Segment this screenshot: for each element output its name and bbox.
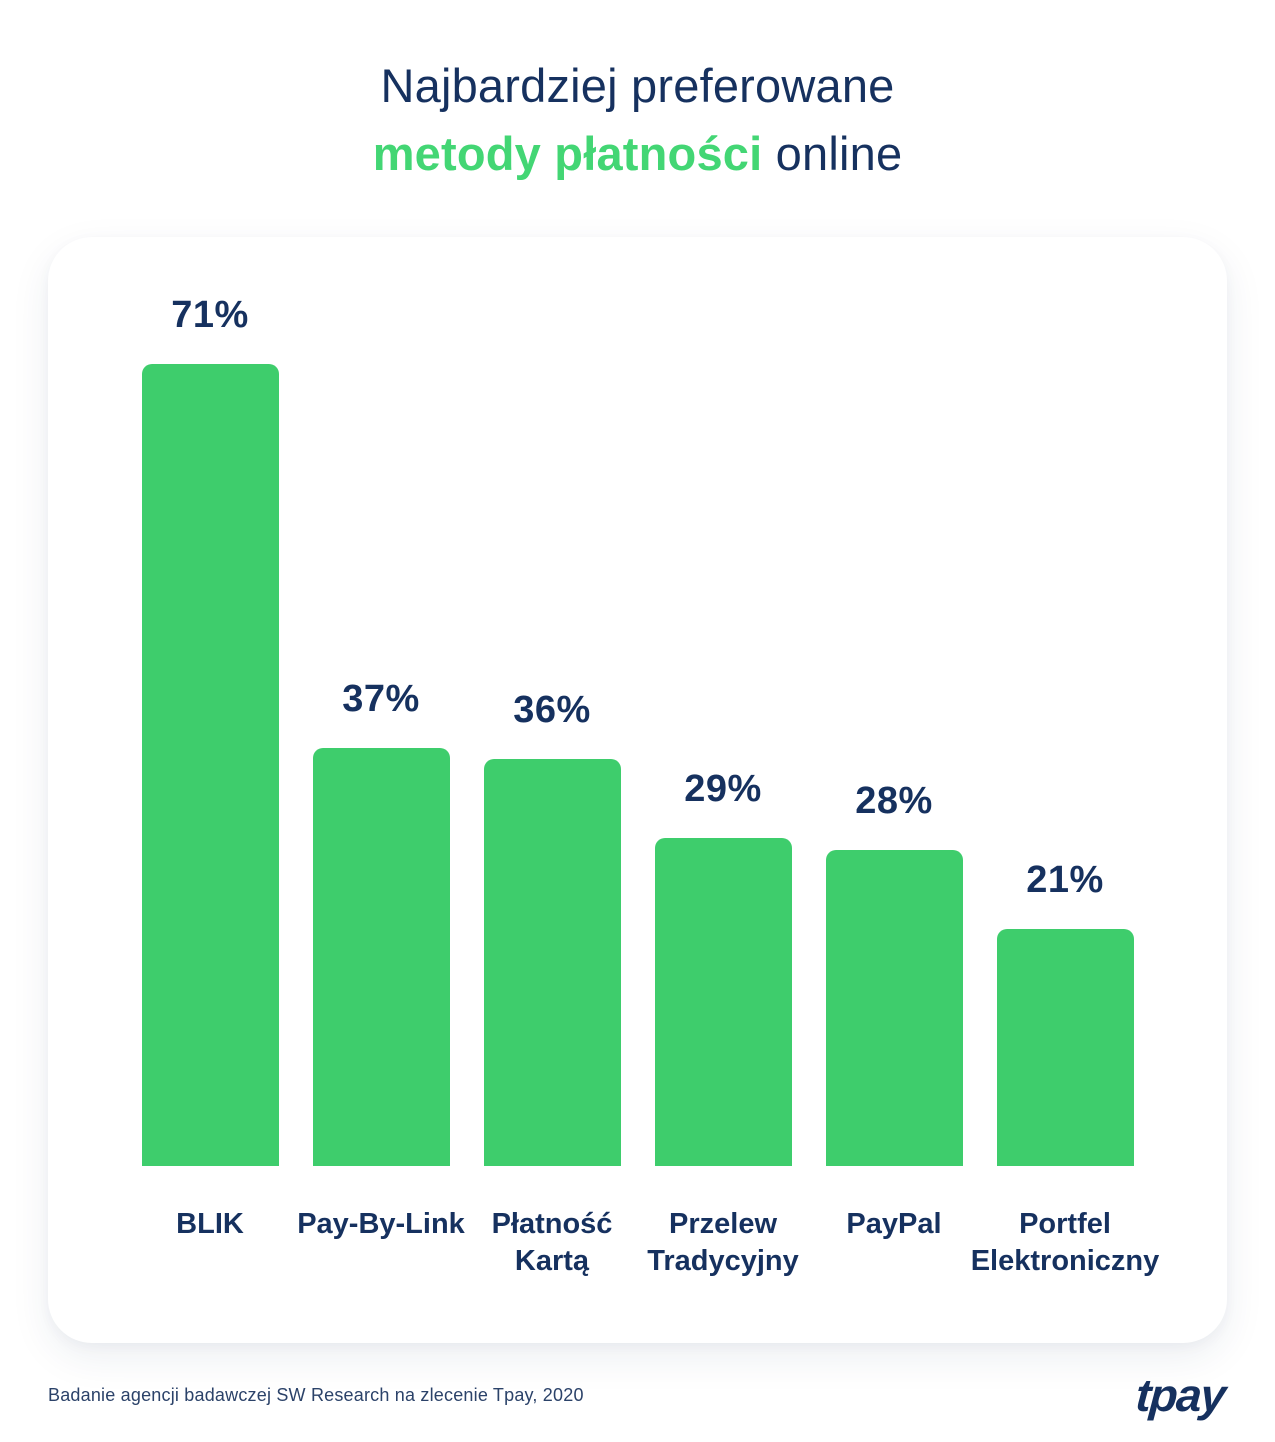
bar-value-label: 36% — [513, 689, 591, 731]
bar-value-label: 71% — [171, 294, 249, 336]
bar-category-label: Płatność Kartą — [491, 1208, 613, 1277]
title-highlight: metody płatności — [372, 127, 763, 180]
bar-category-label: BLIK — [176, 1208, 244, 1240]
bar — [825, 850, 963, 1166]
chart-card: 71% BLIK 37% Pay-By-Link 36% Płatność Ka… — [48, 237, 1227, 1343]
bar — [141, 364, 279, 1166]
bar-category-label: Pay-By-Link — [297, 1208, 465, 1240]
bar — [654, 838, 792, 1166]
source-note: Badanie agencji badawczej SW Research na… — [48, 1384, 584, 1405]
title-line1: Najbardziej preferowane — [380, 59, 895, 112]
bar-value-label: 37% — [342, 678, 420, 720]
bar — [996, 929, 1134, 1166]
bar-category-label: Portfel Elektroniczny — [970, 1208, 1160, 1277]
bar-value-label: 21% — [1026, 859, 1104, 901]
bar-column: 36% Płatność Kartą — [467, 237, 638, 1280]
tpay-logo: tpay — [1134, 1369, 1227, 1421]
bar-chart: 71% BLIK 37% Pay-By-Link 36% Płatność Ka… — [48, 237, 1227, 1280]
bar — [312, 748, 450, 1166]
bar-category-label: PayPal — [846, 1208, 942, 1240]
bar-area: 29% — [654, 237, 792, 1166]
bar-column: 28% PayPal — [809, 237, 980, 1243]
bar-area: 21% — [996, 237, 1134, 1166]
bar-category-label: Przelew Tradycyjny — [647, 1208, 799, 1277]
bar — [483, 759, 621, 1166]
bar-area: 71% — [141, 237, 279, 1166]
bar-value-label: 29% — [684, 768, 762, 810]
infographic-title: Najbardziej preferowane metody płatności… — [0, 52, 1275, 188]
footer: Badanie agencji badawczej SW Research na… — [48, 1368, 1227, 1422]
bar-column: 37% Pay-By-Link — [296, 237, 467, 1243]
title-rest: online — [762, 127, 903, 180]
bar-area: 37% — [312, 237, 450, 1166]
bar-value-label: 28% — [855, 780, 933, 822]
bar-area: 36% — [483, 237, 621, 1166]
bar-column: 21% Portfel Elektroniczny — [971, 237, 1160, 1280]
bar-area: 28% — [825, 237, 963, 1166]
bar-column: 29% Przelew Tradycyjny — [638, 237, 809, 1280]
bar-column: 71% BLIK — [125, 237, 296, 1243]
